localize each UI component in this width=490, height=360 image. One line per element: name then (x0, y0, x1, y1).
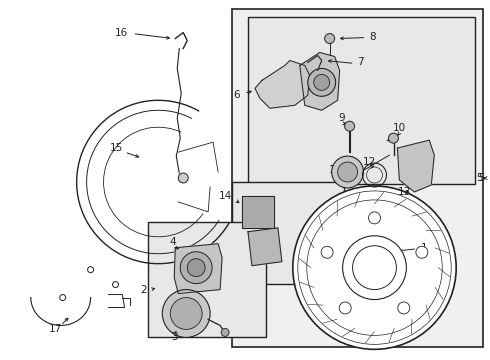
Circle shape (338, 162, 358, 182)
Circle shape (389, 133, 398, 143)
Circle shape (321, 246, 333, 258)
Text: 10: 10 (393, 123, 406, 133)
Text: 14: 14 (219, 191, 232, 201)
Circle shape (339, 302, 351, 314)
Polygon shape (248, 228, 282, 266)
Text: 4: 4 (169, 237, 175, 247)
Text: 5: 5 (476, 173, 483, 183)
Circle shape (113, 282, 119, 288)
Polygon shape (242, 196, 274, 228)
Circle shape (180, 252, 212, 284)
Circle shape (178, 173, 188, 183)
Circle shape (332, 156, 364, 188)
Text: 12: 12 (363, 157, 376, 167)
Circle shape (398, 302, 410, 314)
Circle shape (171, 298, 202, 329)
Text: 13: 13 (398, 187, 411, 197)
Text: 6: 6 (233, 90, 240, 100)
Text: 2: 2 (140, 284, 147, 294)
Text: 11: 11 (329, 165, 343, 175)
Circle shape (293, 186, 456, 349)
Text: 8: 8 (369, 32, 376, 41)
Circle shape (162, 289, 210, 337)
Circle shape (325, 33, 335, 44)
Bar (148, 222, 266, 337)
Circle shape (368, 212, 380, 224)
Polygon shape (255, 60, 310, 108)
Circle shape (88, 267, 94, 273)
Circle shape (308, 68, 336, 96)
Circle shape (221, 328, 229, 336)
Circle shape (343, 236, 406, 300)
Text: 17: 17 (49, 324, 62, 334)
Text: 15: 15 (110, 143, 123, 153)
Circle shape (60, 294, 66, 301)
Bar (248, 17, 475, 184)
Circle shape (187, 259, 205, 276)
Polygon shape (397, 140, 434, 192)
Circle shape (416, 246, 428, 258)
Circle shape (344, 121, 355, 131)
Text: 16: 16 (115, 28, 128, 37)
Text: 7: 7 (358, 58, 364, 67)
Text: 5: 5 (478, 173, 485, 183)
Text: 9: 9 (338, 113, 345, 123)
Text: 3: 3 (171, 332, 177, 342)
Polygon shape (174, 244, 222, 293)
Circle shape (314, 75, 330, 90)
Circle shape (353, 246, 396, 289)
Polygon shape (300, 53, 340, 110)
Bar (232, 182, 343, 284)
Bar (232, 9, 483, 347)
Text: 1: 1 (421, 243, 428, 253)
